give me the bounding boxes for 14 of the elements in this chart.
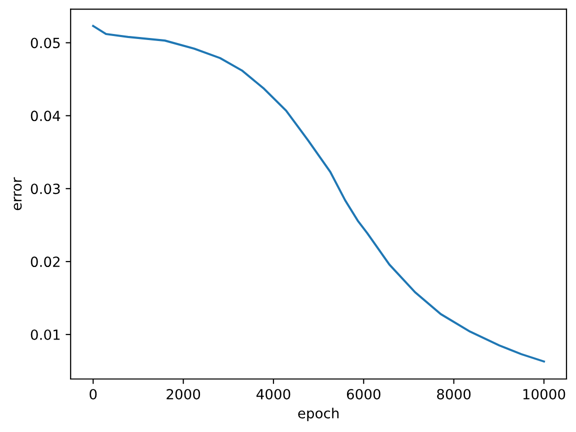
- x-tick-label: 0: [90, 388, 97, 400]
- x-tick-label: 2000: [166, 388, 200, 400]
- line-series: [92, 24, 545, 363]
- x-tick-label: 8000: [437, 388, 471, 400]
- y-tick-label: 0.01: [30, 329, 60, 340]
- x-tick-label: 6000: [346, 388, 380, 400]
- x-tick-label: 10000: [523, 388, 566, 400]
- y-tick-label: 0.04: [30, 110, 60, 122]
- x-axis-title: epoch: [298, 408, 339, 422]
- y-tick-label: 0.03: [30, 184, 60, 194]
- y-axis-title: error: [14, 177, 22, 210]
- x-tick-label: 4000: [256, 388, 290, 400]
- y-tick-label: 0.02: [30, 256, 60, 268]
- y-tick-label: 0.05: [30, 38, 60, 48]
